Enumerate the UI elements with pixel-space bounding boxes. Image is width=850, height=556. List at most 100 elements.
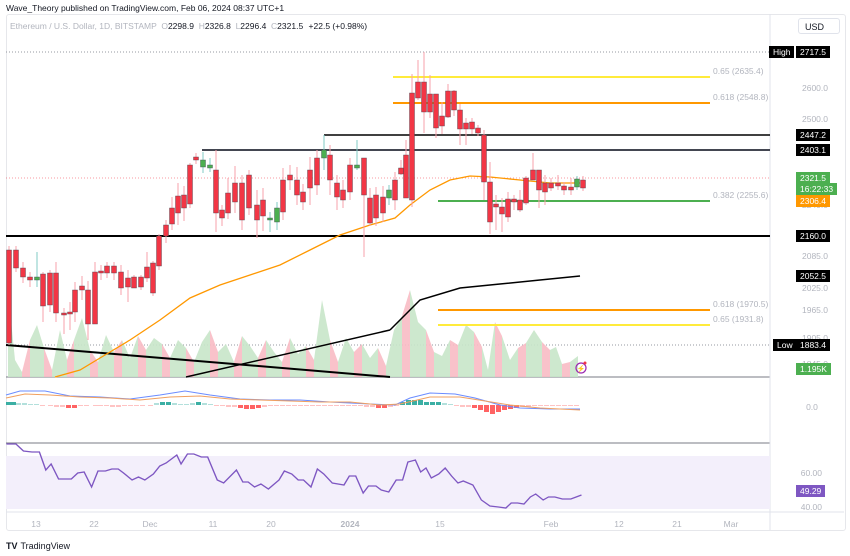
- candle-body: [475, 127, 481, 134]
- macd-histogram-bar: [196, 402, 201, 405]
- candle-body: [118, 271, 124, 289]
- macd-histogram-bar: [346, 405, 351, 406]
- volume-area: [226, 344, 234, 377]
- candle-body: [225, 192, 231, 214]
- macd-histogram-bar: [448, 404, 453, 405]
- candle-body: [156, 235, 162, 267]
- macd-histogram-bar: [160, 402, 165, 405]
- volume-area: [426, 330, 434, 377]
- candle-body: [580, 179, 586, 189]
- volume-area: [314, 300, 322, 377]
- low-tag: Low: [773, 339, 797, 351]
- macd-histogram-bar: [140, 405, 145, 406]
- time-tick: 21: [672, 519, 682, 529]
- macd-histogram-bar: [418, 400, 423, 405]
- candle-body: [334, 182, 340, 198]
- candle-body: [131, 276, 137, 289]
- macd-histogram-bar: [568, 405, 573, 406]
- candle-body: [169, 207, 175, 225]
- macd-histogram-bar: [574, 405, 579, 406]
- symbol-legend: Ethereum / U.S. Dollar, 1D, BITSTAMP O22…: [10, 21, 368, 31]
- currency-button[interactable]: USD: [798, 18, 840, 34]
- macd-histogram-bar: [538, 405, 543, 406]
- candle-body: [72, 289, 78, 313]
- volume-area: [466, 325, 474, 377]
- volume-area: [474, 332, 482, 377]
- macd-histogram-bar: [128, 405, 133, 406]
- macd-histogram-bar: [562, 405, 567, 406]
- candle-body: [451, 90, 457, 111]
- candle-body: [27, 276, 33, 281]
- volume-area: [322, 300, 330, 377]
- candle-body: [267, 217, 273, 221]
- tradingview-logo-icon: TV: [6, 541, 18, 551]
- volume-area: [82, 318, 90, 377]
- high-price-label: 2717.5: [796, 46, 830, 58]
- tradingview-footer[interactable]: TV TradingView: [6, 541, 70, 551]
- macd-histogram-bar: [274, 405, 279, 406]
- volume-area: [394, 316, 402, 377]
- volume-area: [106, 335, 114, 377]
- candle-body: [219, 209, 225, 219]
- macd-histogram-bar: [11, 402, 16, 405]
- volume-area: [74, 318, 82, 377]
- macd-histogram-bar: [116, 405, 121, 407]
- macd-histogram-bar: [226, 405, 231, 407]
- candle-body: [181, 194, 187, 209]
- volume-area: [186, 348, 194, 377]
- candle-body: [367, 197, 373, 224]
- volume-area: [52, 330, 60, 377]
- volume-area: [218, 344, 226, 377]
- high-tag: High: [769, 46, 795, 58]
- macd-histogram-bar: [358, 405, 363, 406]
- resistance-2-label: 2403.1: [796, 144, 830, 156]
- candle-body: [561, 185, 567, 191]
- last-price-label: 2321.5: [796, 172, 830, 184]
- candle-body: [40, 273, 46, 307]
- macd-histogram-bar: [208, 404, 213, 405]
- macd-histogram-bar: [310, 405, 315, 406]
- macd-histogram-bar: [166, 402, 171, 405]
- macd-histogram-bar: [328, 405, 333, 406]
- volume-area: [37, 325, 44, 377]
- macd-histogram-bar: [122, 405, 127, 406]
- candle-body: [463, 122, 469, 130]
- macd-histogram-bar: [178, 404, 183, 405]
- candle-body: [61, 312, 67, 316]
- time-tick: Dec: [142, 519, 158, 529]
- volume-area: [488, 322, 495, 377]
- macd-histogram-bar: [352, 405, 357, 406]
- rsi-value-label: 49.29: [796, 485, 826, 497]
- candle-body: [548, 182, 554, 189]
- volume-area: [482, 347, 488, 377]
- macd-histogram-bar: [532, 405, 537, 406]
- candle-body: [104, 265, 110, 274]
- macd-histogram-bar: [466, 405, 471, 407]
- candle-body: [373, 194, 379, 219]
- macd-histogram-bar: [110, 405, 115, 407]
- volume-area: [67, 340, 74, 377]
- macd-histogram-bar: [502, 405, 507, 410]
- macd-histogram-bar: [454, 405, 459, 406]
- volume-area: [450, 340, 458, 377]
- volume-area: [60, 330, 67, 377]
- time-tick: 15: [435, 519, 445, 529]
- macd-histogram-bar: [250, 405, 255, 409]
- macd-histogram-bar: [550, 405, 555, 406]
- macd-histogram-bar: [412, 400, 417, 405]
- volume-area: [402, 290, 410, 377]
- candle-body: [542, 182, 548, 193]
- macd-histogram-bar: [340, 405, 345, 406]
- rsi-tick: 60.00: [801, 468, 823, 478]
- candle-body: [260, 199, 266, 217]
- resistance-1-label: 2447.2: [796, 129, 830, 141]
- volume-area: [378, 348, 386, 377]
- close-value: 2321.5: [277, 21, 304, 31]
- volume-area: [162, 344, 170, 377]
- candle-body: [200, 159, 206, 168]
- candle-body: [487, 181, 493, 223]
- volume-area: [258, 340, 266, 377]
- candle-body: [511, 198, 517, 203]
- candle-body: [536, 169, 542, 191]
